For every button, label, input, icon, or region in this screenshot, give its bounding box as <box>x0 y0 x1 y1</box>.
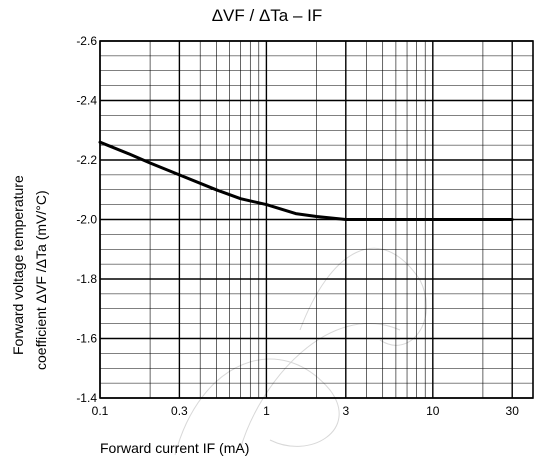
y-tick-label: -2.0 <box>76 213 97 227</box>
series-line <box>98 140 514 221</box>
chart-title-text: ΔVF / ΔTa – IF <box>211 6 323 25</box>
x-tick-label: 0.3 <box>171 404 188 418</box>
y-tick-label: -2.4 <box>76 94 97 108</box>
watermark-stroke <box>299 248 427 346</box>
x-tick-label: 10 <box>426 404 440 418</box>
y-axis-label-line2: coefficient ΔVF /ΔTa (mV/°C) <box>33 190 49 370</box>
watermark-stroke <box>174 358 340 456</box>
plot-frame <box>99 40 534 399</box>
x-tick-label: 30 <box>506 404 520 418</box>
y-tick-label: -1.4 <box>76 391 97 405</box>
x-axis-label: Forward current IF (mA) <box>100 440 250 456</box>
x-tick-label: 1 <box>263 404 270 418</box>
y-tick-label: -1.8 <box>76 272 97 286</box>
x-tick-label: 3 <box>342 404 349 418</box>
chart-title: ΔVF / ΔTa – IF <box>0 6 534 26</box>
y-tick-label: -2.2 <box>76 153 97 167</box>
y-axis-label-line1: Forward voltage temperature <box>10 175 26 355</box>
x-tick-label: 0.1 <box>92 404 109 418</box>
y-tick-label: -2.6 <box>76 34 97 48</box>
y-tick-label: -1.6 <box>76 332 97 346</box>
watermark-stroke <box>239 323 401 451</box>
